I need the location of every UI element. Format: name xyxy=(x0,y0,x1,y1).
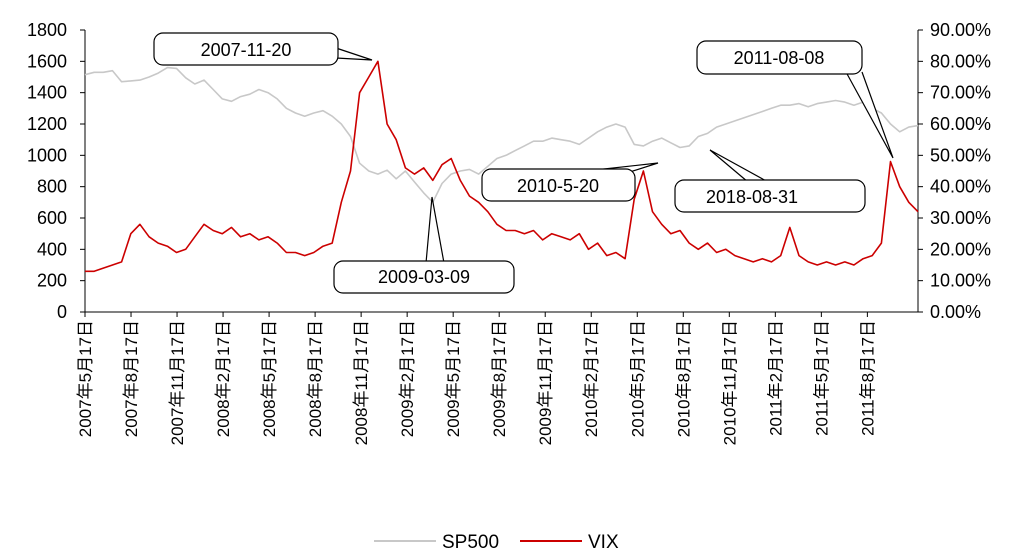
right-tick-label: 70.00% xyxy=(930,83,991,103)
x-tick-label: 2008年11月17日 xyxy=(352,320,371,445)
x-tick-label: 2010年2月17日 xyxy=(582,320,601,437)
x-tick-label: 2010年11月17日 xyxy=(720,320,739,445)
left-tick-label: 1800 xyxy=(27,20,67,40)
x-tick-label: 2007年11月17日 xyxy=(168,320,187,445)
x-tick-label: 2008年2月17日 xyxy=(214,320,233,437)
callout-pointer xyxy=(425,196,445,264)
x-tick-label: 2009年11月17日 xyxy=(536,320,555,445)
right-tick-label: 0.00% xyxy=(930,302,981,322)
left-tick-label: 800 xyxy=(37,177,67,197)
vix-series-line xyxy=(85,60,919,273)
left-tick-label: 200 xyxy=(37,271,67,291)
left-tick-label: 1000 xyxy=(27,145,67,165)
callout-label: 2009-03-09 xyxy=(378,267,470,287)
x-tick-label: 2011年2月17日 xyxy=(766,320,785,436)
callout-label: 2010-5-20 xyxy=(517,176,599,196)
x-tick-label: 2008年5月17日 xyxy=(260,320,279,437)
right-tick-label: 40.00% xyxy=(930,177,991,197)
left-tick-label: 600 xyxy=(37,208,67,228)
callout-2011-08-08: 2011-08-08 xyxy=(696,40,894,159)
callout-label: 2018-08-31 xyxy=(706,187,798,207)
plot-area xyxy=(84,60,919,273)
x-tick-label: 2011年8月17日 xyxy=(858,320,877,436)
x-tick-label: 2009年5月17日 xyxy=(444,320,463,437)
callout-label: 2011-08-08 xyxy=(734,48,825,68)
callout-box xyxy=(674,179,866,213)
callout-box xyxy=(696,40,863,75)
x-tick-label: 2010年5月17日 xyxy=(628,320,647,437)
x-tick-label: 2007年5月17日 xyxy=(76,320,95,437)
left-axis-ticks: 0 200 400 600 800 1000 1200 1400 1600 1800 xyxy=(27,20,85,322)
callout-box xyxy=(333,260,515,294)
callout-box xyxy=(153,32,339,66)
right-tick-label: 90.00% xyxy=(930,20,991,40)
x-tick-label: 2008年8月17日 xyxy=(306,320,325,437)
x-tick-label: 2007年8月17日 xyxy=(122,320,141,437)
right-axis-ticks: 0.00% 10.00% 20.00% 30.00% 40.00% 50.00% 60.00… xyxy=(918,20,991,322)
right-tick-label: 80.00% xyxy=(930,51,991,71)
legend-label-sp500: SP500 xyxy=(442,532,499,553)
left-tick-label: 1200 xyxy=(27,114,67,134)
sp500-series-line xyxy=(84,66,919,204)
callout-2010-5-20: 2010-5-20 xyxy=(481,162,659,202)
left-tick-label: 1600 xyxy=(27,51,67,71)
right-tick-label: 10.00% xyxy=(930,271,991,291)
x-tick-label: 2009年2月17日 xyxy=(398,320,417,437)
callout-pointer xyxy=(335,47,373,61)
right-tick-label: 50.00% xyxy=(930,145,991,165)
right-tick-label: 30.00% xyxy=(930,208,991,228)
x-tick-label: 2011年5月17日 xyxy=(812,320,831,436)
callout-2018-08-31: 2018-08-31 xyxy=(674,149,866,213)
left-tick-label: 1400 xyxy=(27,83,67,103)
legend-label-vix: VIX xyxy=(588,532,619,553)
callout-label: 2007-11-20 xyxy=(201,40,292,60)
callout-pointer xyxy=(845,71,894,159)
left-tick-label: 400 xyxy=(37,239,67,259)
callout-pointer xyxy=(709,149,769,183)
x-axis-ticks: 2007年5月17日 2007年8月17日 2007年11月17日 2008年2月17… xyxy=(76,312,877,445)
callout-2007-11-20: 2007-11-20 xyxy=(153,32,373,66)
callout-2009-03-09: 2009-03-09 xyxy=(333,196,515,294)
right-tick-label: 60.00% xyxy=(930,114,991,134)
left-tick-label: 0 xyxy=(57,302,67,322)
x-tick-label: 2009年8月17日 xyxy=(490,320,509,437)
legend: SP500 VIX xyxy=(374,532,619,553)
right-tick-label: 20.00% xyxy=(930,239,991,259)
callout-box xyxy=(481,168,636,202)
x-tick-label: 2010年8月17日 xyxy=(674,320,693,437)
